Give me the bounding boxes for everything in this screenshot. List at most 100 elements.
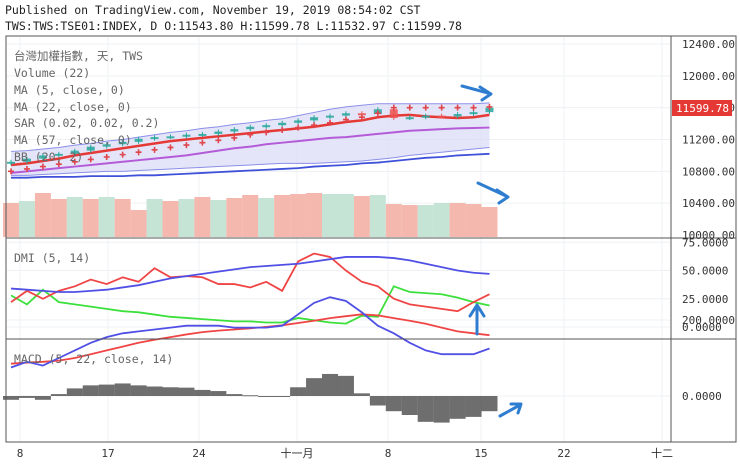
candle-body-13 bbox=[214, 131, 223, 134]
macd-lines bbox=[10, 296, 490, 369]
macd-hist-bar-21 bbox=[337, 375, 354, 396]
sar-point-29 bbox=[470, 104, 477, 111]
macd-hist-bar-16 bbox=[258, 396, 275, 397]
dmi-axis-label-0: 75.0000 bbox=[682, 236, 728, 249]
candle-body-5 bbox=[86, 146, 95, 151]
legend-macd: MACD (5, 22, close, 14) bbox=[14, 352, 173, 366]
volume-bar-16 bbox=[258, 198, 275, 237]
macd-hist-bar-7 bbox=[114, 383, 131, 396]
candle-body-20 bbox=[326, 115, 334, 118]
macd-hist-bar-17 bbox=[274, 396, 291, 397]
price-axis-label-1: 12000.00 bbox=[682, 70, 735, 83]
volume-bar-19 bbox=[306, 193, 323, 237]
macd-hist-bar-19 bbox=[306, 378, 323, 396]
symbol-ohlc-line: TWS:TWS:TSE01:INDEX, D O:11543.80 H:1159… bbox=[5, 19, 462, 33]
sar-point-10 bbox=[167, 144, 174, 151]
volume-bar-22 bbox=[353, 196, 370, 237]
sar-point-3 bbox=[55, 161, 62, 168]
candle-body-19 bbox=[310, 117, 319, 121]
dmi-lines bbox=[10, 252, 490, 325]
grid-lines bbox=[7, 37, 670, 441]
x-axis-label-7: 十二 bbox=[651, 446, 673, 460]
arrow-icon-price bbox=[460, 84, 490, 95]
price-panel[interactable]: 台灣加權指數, 天, TWS Volume (22) MA (5, close,… bbox=[3, 49, 498, 237]
volume-bar-29 bbox=[465, 204, 482, 237]
candle-body-15 bbox=[246, 126, 255, 130]
dmi-axis-label-1: 50.0000 bbox=[682, 265, 728, 278]
dmi-line-1 bbox=[10, 252, 490, 313]
published-caption: Published on TradingView.com, November 1… bbox=[5, 3, 421, 17]
sar-point-1 bbox=[23, 165, 30, 172]
arrow-head-icon-price bbox=[478, 85, 493, 102]
legend-sar: SAR (0.02, 0.02, 0.2) bbox=[14, 116, 159, 130]
sar-point-11 bbox=[183, 142, 190, 149]
legend-volume: Volume (22) bbox=[14, 66, 90, 80]
x-axis-label-4: 8 bbox=[385, 447, 392, 460]
macd-hist-bar-15 bbox=[242, 395, 259, 397]
macd-hist-bar-4 bbox=[66, 388, 83, 396]
x-axis-labels: 8 17 24 十一月 8 15 22 十二 bbox=[17, 446, 673, 460]
macd-hist-bar-11 bbox=[178, 387, 195, 396]
price-axis-label-3: 11200.00 bbox=[682, 134, 735, 147]
ma-line-2 bbox=[11, 152, 490, 179]
macd-line-0 bbox=[10, 296, 490, 369]
legend-dmi: DMI (5, 14) bbox=[14, 251, 90, 265]
volume-bar-10 bbox=[162, 201, 179, 237]
candle-body-4 bbox=[70, 150, 79, 154]
chart-frame bbox=[5, 35, 737, 443]
annotation-arrows bbox=[460, 84, 523, 418]
macd-panel[interactable]: MACD (5, 22, close, 14) bbox=[3, 296, 498, 423]
volume-bar-26 bbox=[417, 205, 434, 237]
candle-body-24 bbox=[389, 109, 398, 119]
dmi-axis-label-3: 0.0000 bbox=[682, 321, 722, 334]
volume-bar-11 bbox=[178, 199, 195, 237]
volume-bar-2 bbox=[34, 193, 51, 237]
price-axis-label-6: 10000.00 bbox=[682, 229, 735, 242]
macd-hist-bar-26 bbox=[417, 396, 434, 422]
sar-dots bbox=[8, 103, 493, 175]
sar-point-24 bbox=[390, 104, 397, 111]
volume-bar-1 bbox=[18, 201, 35, 237]
arrow-head-icon-macd bbox=[509, 402, 523, 415]
dmi-line-0 bbox=[10, 285, 490, 325]
bb-fill bbox=[11, 102, 490, 176]
volume-bar-28 bbox=[449, 203, 466, 237]
macd-hist-bar-29 bbox=[465, 396, 482, 417]
sar-point-25 bbox=[406, 104, 413, 111]
sar-point-8 bbox=[135, 149, 142, 156]
sar-point-0 bbox=[8, 168, 14, 175]
macd-hist-bar-20 bbox=[322, 373, 338, 396]
candle-body-18 bbox=[294, 120, 303, 123]
macd-hist-bar-6 bbox=[98, 384, 115, 396]
volume-bar-21 bbox=[337, 194, 354, 237]
macd-axis-label-0: 200.0000 bbox=[682, 314, 735, 327]
macd-hist-bar-24 bbox=[385, 396, 402, 412]
macd-hist-bar-28 bbox=[449, 396, 466, 419]
macd-hist-bar-30 bbox=[481, 396, 498, 412]
x-axis-label-2: 24 bbox=[192, 447, 206, 460]
price-axis-label-5: 10400.00 bbox=[682, 197, 735, 210]
volume-bar-13 bbox=[210, 200, 227, 237]
volume-bar-20 bbox=[322, 194, 338, 237]
candle-body-17 bbox=[278, 122, 287, 126]
legend-bb: BB (20, 2) bbox=[14, 150, 83, 164]
volume-bar-23 bbox=[369, 195, 386, 237]
macd-hist-bar-23 bbox=[369, 396, 386, 406]
dmi-panel[interactable]: DMI (5, 14) bbox=[10, 251, 490, 325]
sar-point-21 bbox=[342, 116, 349, 123]
volume-bar-17 bbox=[274, 195, 291, 237]
sar-point-5 bbox=[87, 156, 94, 163]
bollinger-bands bbox=[10, 102, 490, 176]
volume-bar-27 bbox=[433, 203, 450, 237]
x-axis-label-3: 十一月 bbox=[281, 446, 314, 460]
macd-hist-bar-1 bbox=[18, 396, 35, 398]
dmi-axis-label-2: 25.0000 bbox=[682, 293, 728, 306]
sar-point-15 bbox=[247, 131, 254, 138]
candle-body-6 bbox=[102, 144, 111, 147]
candle-body-25 bbox=[405, 117, 414, 120]
volume-bar-9 bbox=[146, 199, 163, 237]
macd-hist-bar-22 bbox=[353, 393, 370, 396]
volume-bars bbox=[3, 193, 498, 237]
macd-hist-bar-0 bbox=[3, 396, 19, 400]
